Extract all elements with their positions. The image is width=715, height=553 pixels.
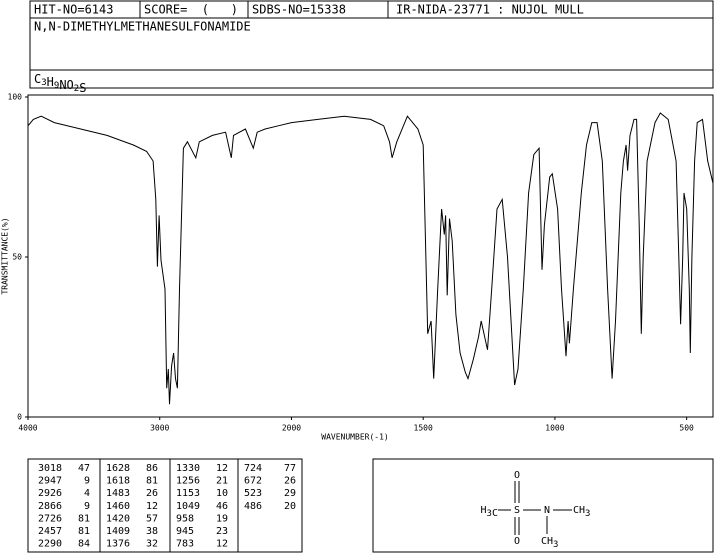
atom: CH3 — [541, 536, 558, 550]
peak-wavenumber: 523 — [244, 488, 262, 499]
peak-wavenumber: 2457 — [38, 526, 62, 537]
peak-transmittance: 12 — [216, 463, 228, 474]
peak-transmittance: 38 — [146, 526, 158, 537]
peak-transmittance: 46 — [216, 501, 228, 512]
atom: N — [544, 505, 550, 516]
peak-transmittance: 26 — [146, 488, 158, 499]
peak-transmittance: 9 — [84, 476, 90, 487]
peak-wavenumber: 672 — [244, 476, 262, 487]
y-tick-label: 100 — [8, 93, 23, 102]
peak-transmittance: 9 — [84, 501, 90, 512]
peak-wavenumber: 1628 — [106, 463, 130, 474]
sdbs-no: SDBS-NO=15338 — [252, 3, 346, 17]
peak-transmittance: 86 — [146, 463, 158, 474]
peak-wavenumber: 486 — [244, 501, 262, 512]
atom: S — [514, 505, 520, 516]
peak-wavenumber: 1483 — [106, 488, 130, 499]
peak-transmittance: 26 — [284, 476, 296, 487]
peak-transmittance: 20 — [284, 501, 296, 512]
x-tick-label: 500 — [679, 424, 694, 433]
peak-table-box — [27, 458, 303, 553]
peak-transmittance: 19 — [216, 513, 228, 524]
formula-box — [29, 69, 714, 89]
atom: O — [514, 470, 520, 481]
peak-transmittance: 12 — [216, 539, 228, 550]
atom: CH3 — [573, 505, 590, 519]
atom: O — [514, 536, 520, 547]
peak-wavenumber: 2866 — [38, 501, 62, 512]
peak-wavenumber: 2947 — [38, 476, 62, 487]
peak-transmittance: 57 — [146, 513, 158, 524]
peak-transmittance: 81 — [78, 513, 90, 524]
formula: C3H9NO2S — [34, 72, 86, 95]
y-tick-label: 0 — [17, 413, 22, 422]
peak-wavenumber: 1376 — [106, 539, 130, 550]
atom: H3C — [481, 505, 498, 519]
peak-transmittance: 81 — [78, 526, 90, 537]
peak-wavenumber: 1420 — [106, 513, 130, 524]
x-tick-label: 4000 — [18, 424, 37, 433]
structure-box — [372, 458, 714, 553]
peak-wavenumber: 958 — [176, 513, 194, 524]
peak-wavenumber: 1618 — [106, 476, 130, 487]
peak-wavenumber: 724 — [244, 463, 262, 474]
method: IR-NIDA-23771 : NUJOL MULL — [396, 3, 584, 17]
peak-wavenumber: 1330 — [176, 463, 200, 474]
peak-transmittance: 84 — [78, 539, 90, 550]
header-box — [29, 0, 714, 19]
peak-transmittance: 77 — [284, 463, 296, 474]
peak-transmittance: 21 — [216, 476, 228, 487]
peak-wavenumber: 1153 — [176, 488, 200, 499]
y-tick-label: 50 — [12, 253, 22, 262]
score: SCORE= ( ) — [144, 3, 238, 17]
peak-transmittance: 23 — [216, 526, 228, 537]
plot-frame — [27, 94, 714, 418]
peak-wavenumber: 1409 — [106, 526, 130, 537]
bonds — [498, 481, 572, 535]
spectrum-line — [27, 112, 714, 405]
peak-wavenumber: 2290 — [38, 539, 62, 550]
peak-wavenumber: 1460 — [106, 501, 130, 512]
y-axis-label: TRANSMITTANCE(%) — [1, 217, 10, 294]
compound-name: N,N-DIMETHYLMETHANESULFONAMIDE — [34, 20, 251, 34]
peak-wavenumber: 2726 — [38, 513, 62, 524]
peak-transmittance: 4 — [84, 488, 90, 499]
peak-wavenumber: 3018 — [38, 463, 62, 474]
peak-wavenumber: 1049 — [176, 501, 200, 512]
peak-transmittance: 10 — [216, 488, 228, 499]
x-axis-label: WAVENUMBER(-1) — [321, 433, 388, 442]
peak-wavenumber: 1256 — [176, 476, 200, 487]
peak-transmittance: 81 — [146, 476, 158, 487]
x-tick-label: 2000 — [282, 424, 301, 433]
x-tick-label: 1500 — [414, 424, 433, 433]
peak-transmittance: 12 — [146, 501, 158, 512]
peak-transmittance: 32 — [146, 539, 158, 550]
x-tick-label: 3000 — [150, 424, 169, 433]
x-tick-label: 1000 — [545, 424, 564, 433]
peak-wavenumber: 945 — [176, 526, 194, 537]
peak-wavenumber: 2926 — [38, 488, 62, 499]
peak-wavenumber: 783 — [176, 539, 194, 550]
peak-transmittance: 47 — [78, 463, 90, 474]
hit-no: HIT-NO=6143 — [34, 3, 113, 17]
peak-transmittance: 29 — [284, 488, 296, 499]
